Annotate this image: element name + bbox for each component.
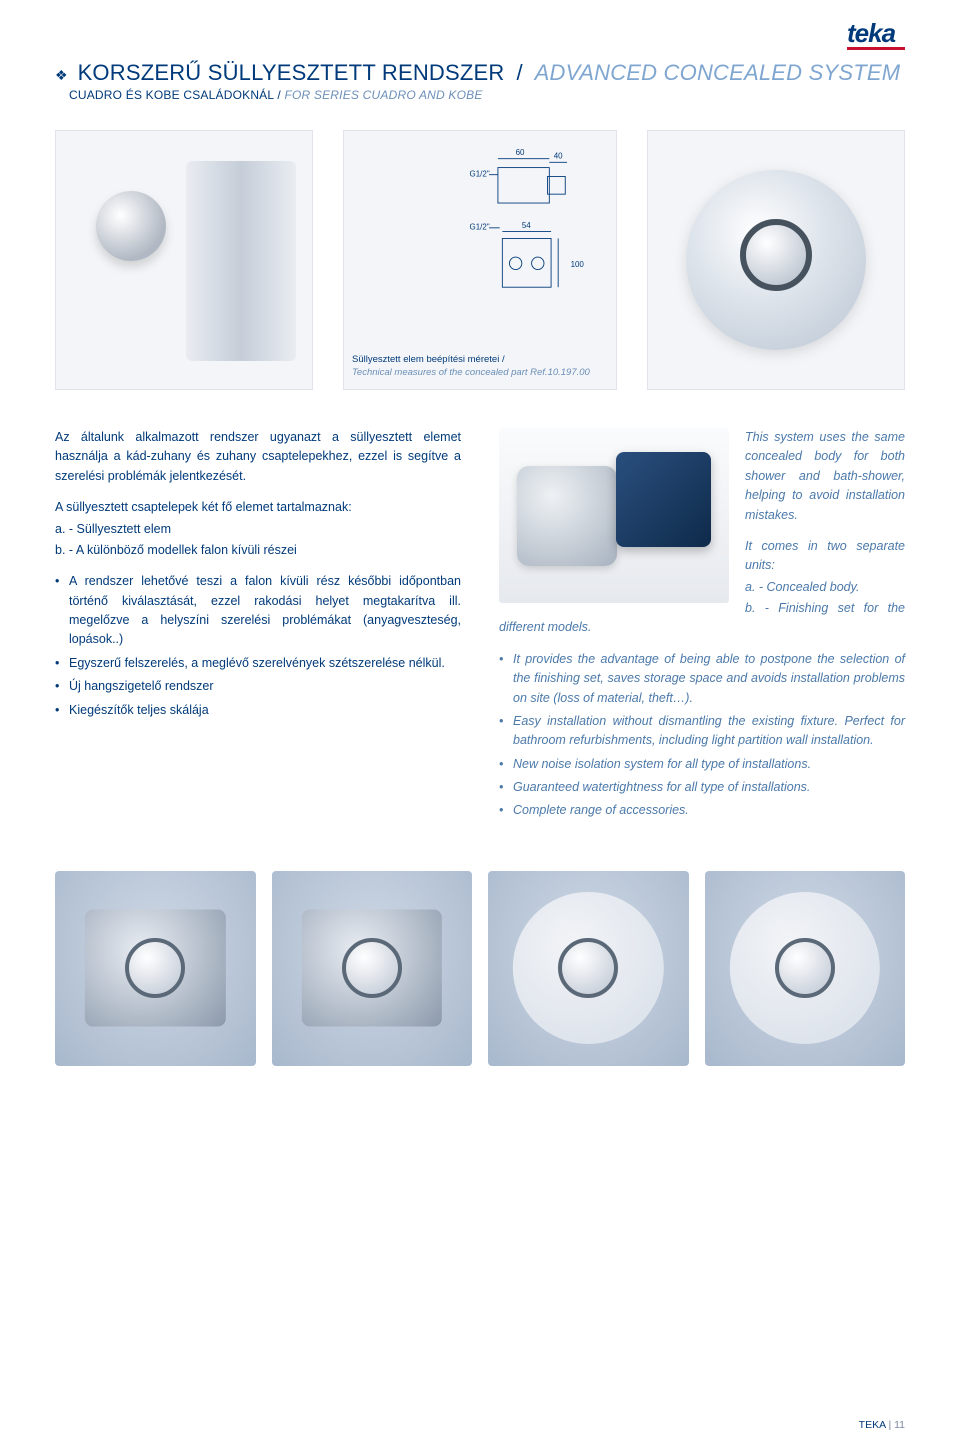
diagram-caption-en: Technical measures of the concealed part… bbox=[352, 367, 590, 378]
hu-paragraph-1: Az általunk alkalmazott rendszer ugyanaz… bbox=[55, 428, 461, 486]
page-footer: TEKA | 11 bbox=[859, 1419, 905, 1431]
brand-text: teka bbox=[847, 18, 895, 48]
diagram-caption-hu: Süllyesztett elem beépítési méretei / bbox=[352, 354, 505, 365]
en-item-a: a. - Concealed body. bbox=[745, 578, 905, 597]
title-hungarian: KORSZERŰ SÜLLYESZTETT RENDSZER bbox=[78, 60, 505, 86]
title-english: ADVANCED CONCEALED SYSTEM bbox=[535, 60, 901, 86]
technical-diagram: 60 40 G1/2" G1/2" 54 100 Süllyesztett el… bbox=[343, 130, 617, 390]
en-bullet-3: New noise isolation system for all type … bbox=[499, 755, 905, 774]
hu-paragraph-2: A süllyesztett csaptelepek két fő elemet… bbox=[55, 498, 461, 517]
page-title-row: ❖ KORSZERŰ SÜLLYESZTETT RENDSZER / ADVAN… bbox=[55, 60, 905, 86]
en-bullet-5: Complete range of accessories. bbox=[499, 801, 905, 820]
en-bullet-2: Easy installation without dismantling th… bbox=[499, 712, 905, 751]
install-step-3 bbox=[488, 871, 689, 1066]
column-english: This system uses the same concealed body… bbox=[499, 428, 905, 825]
bottom-image-row bbox=[55, 871, 905, 1066]
en-paragraph-2: It comes in two separate units: bbox=[745, 537, 905, 576]
title-separator: / bbox=[516, 60, 522, 86]
product-photo-right bbox=[647, 130, 905, 390]
hu-bullet-1: A rendszer lehetővé teszi a falon kívüli… bbox=[55, 572, 461, 650]
footer-sep: | bbox=[888, 1419, 891, 1431]
svg-text:100: 100 bbox=[570, 260, 584, 269]
footer-page: 11 bbox=[894, 1419, 905, 1431]
hu-bullet-list: A rendszer lehetővé teszi a falon kívüli… bbox=[55, 572, 461, 720]
hu-item-b: b. - A különböző modellek falon kívüli r… bbox=[55, 541, 461, 560]
column-hungarian: Az általunk alkalmazott rendszer ugyanaz… bbox=[55, 428, 461, 825]
body-columns: Az általunk alkalmazott rendszer ugyanaz… bbox=[55, 428, 905, 825]
install-step-1 bbox=[55, 871, 256, 1066]
svg-text:54: 54 bbox=[522, 221, 531, 230]
top-image-row: 60 40 G1/2" G1/2" 54 100 Süllyesztett el… bbox=[55, 130, 905, 390]
hu-bullet-2: Egyszerű felszerelés, a meglévő szerelvé… bbox=[55, 654, 461, 673]
footer-brand: TEKA bbox=[859, 1419, 886, 1431]
en-bullet-list: It provides the advantage of being able … bbox=[499, 650, 905, 821]
title-bullet: ❖ bbox=[55, 67, 68, 84]
diagram-svg: 60 40 G1/2" G1/2" 54 100 bbox=[365, 141, 595, 318]
en-bullet-4: Guaranteed watertightness for all type o… bbox=[499, 778, 905, 797]
en-bullet-1: It provides the advantage of being able … bbox=[499, 650, 905, 708]
hu-bullet-4: Kiegészítők teljes skálája bbox=[55, 701, 461, 720]
en-paragraph-1: This system uses the same concealed body… bbox=[745, 428, 905, 525]
concealed-part-render bbox=[499, 428, 729, 603]
svg-text:60: 60 bbox=[515, 148, 524, 157]
en-item-b: b. - Finishing set for the different mod… bbox=[499, 599, 905, 638]
svg-text:40: 40 bbox=[554, 152, 563, 161]
hu-bullet-3: Új hangszigetelő rendszer bbox=[55, 677, 461, 696]
subtitle-en: FOR SERIES CUADRO AND KOBE bbox=[284, 88, 482, 102]
svg-text:G1/2": G1/2" bbox=[469, 223, 489, 232]
subtitle-hu: CUADRO ÉS KOBE CSALÁDOKNÁL bbox=[69, 88, 274, 102]
svg-text:G1/2": G1/2" bbox=[469, 169, 489, 178]
product-photo-left bbox=[55, 130, 313, 390]
brand-logo: teka bbox=[847, 18, 905, 50]
page-subtitle: CUADRO ÉS KOBE CSALÁDOKNÁL / FOR SERIES … bbox=[55, 88, 905, 102]
diagram-caption: Süllyesztett elem beépítési méretei / Te… bbox=[352, 354, 608, 379]
hu-item-a: a. - Süllyesztett elem bbox=[55, 520, 461, 539]
install-step-4 bbox=[705, 871, 906, 1066]
install-step-2 bbox=[272, 871, 473, 1066]
